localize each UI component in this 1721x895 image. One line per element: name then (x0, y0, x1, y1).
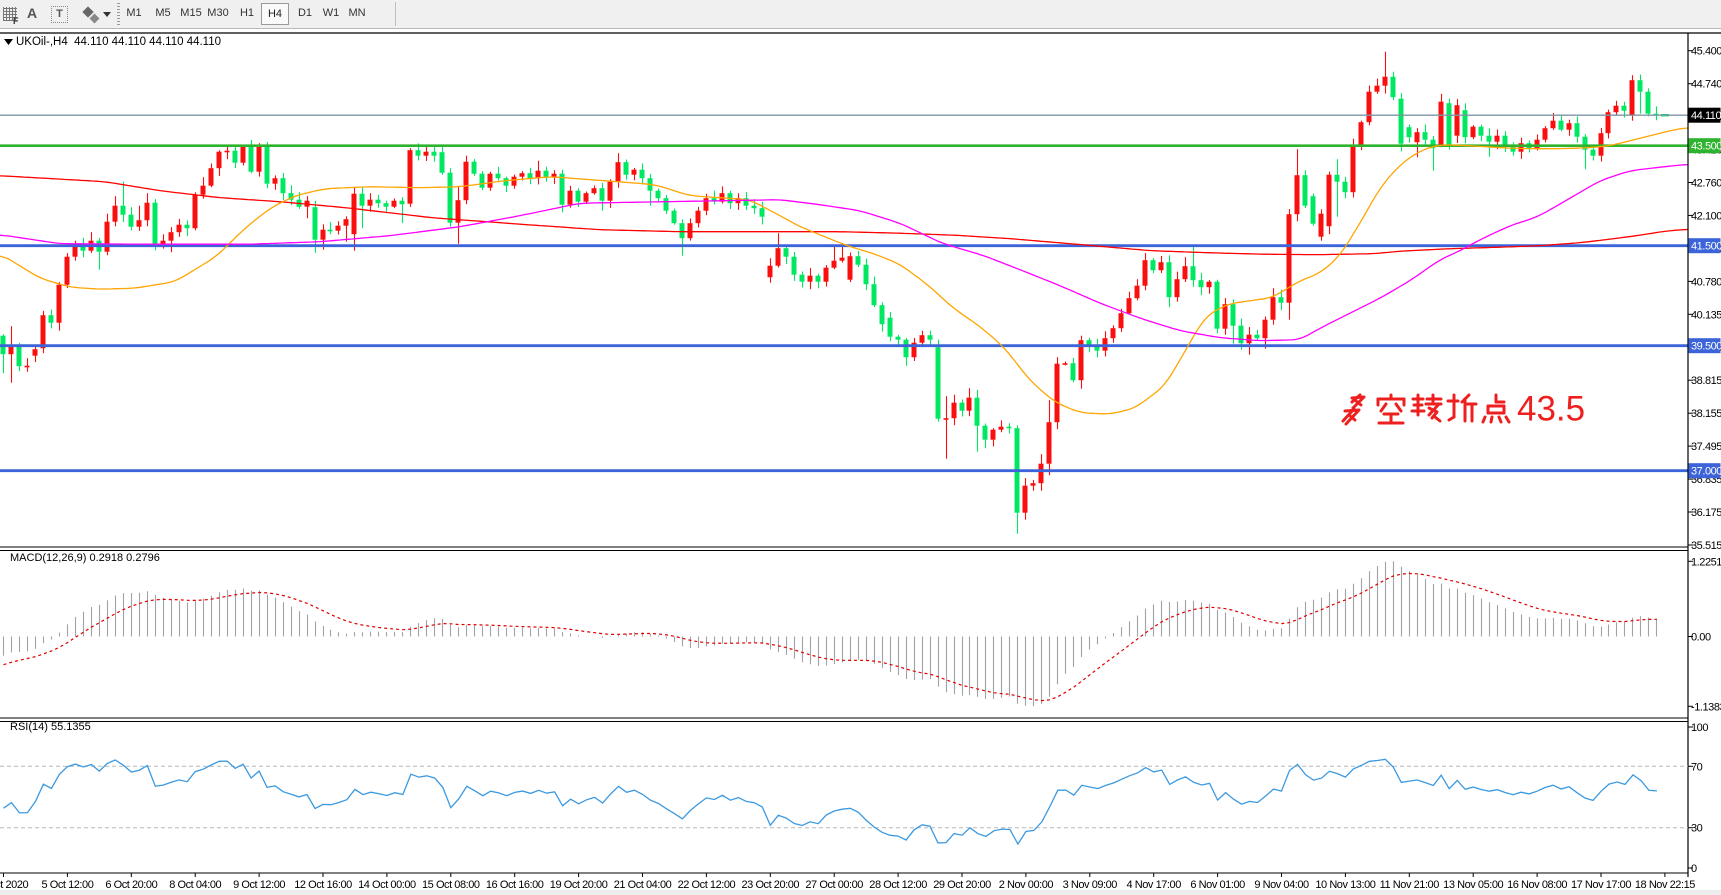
svg-text:11 Nov 21:00: 11 Nov 21:00 (1380, 879, 1440, 891)
svg-text:-1.1383: -1.1383 (1691, 701, 1721, 713)
svg-text:4 Nov 17:00: 4 Nov 17:00 (1127, 879, 1182, 891)
svg-text:38.155: 38.155 (1691, 408, 1721, 420)
svg-text:36.175: 36.175 (1691, 507, 1721, 519)
svg-text:37.000: 37.000 (1691, 466, 1721, 478)
svg-text:44.110: 44.110 (1691, 110, 1721, 122)
svg-text:29 Oct 20:00: 29 Oct 20:00 (933, 879, 991, 891)
svg-text:19 Oct 20:00: 19 Oct 20:00 (550, 879, 608, 891)
svg-text:100: 100 (1691, 722, 1708, 734)
svg-text:41.500: 41.500 (1691, 241, 1721, 253)
svg-text:6 Oct 20:00: 6 Oct 20:00 (105, 879, 157, 891)
svg-text:2 Oct 2020: 2 Oct 2020 (0, 879, 28, 891)
svg-text:42.100: 42.100 (1691, 210, 1721, 222)
svg-text:38.815: 38.815 (1691, 375, 1721, 387)
svg-text:2 Nov 00:00: 2 Nov 00:00 (999, 879, 1054, 891)
svg-text:RSI(14) 55.1355: RSI(14) 55.1355 (10, 721, 91, 733)
svg-text:0.00: 0.00 (1691, 632, 1711, 644)
svg-text:45.400: 45.400 (1691, 46, 1721, 58)
svg-text:1.2251: 1.2251 (1691, 556, 1721, 568)
svg-text:40.780: 40.780 (1691, 276, 1721, 288)
svg-text:6 Nov 01:00: 6 Nov 01:00 (1190, 879, 1245, 891)
svg-text:42.760: 42.760 (1691, 178, 1721, 190)
svg-text:16 Nov 08:00: 16 Nov 08:00 (1507, 879, 1567, 891)
svg-text:5 Oct 12:00: 5 Oct 12:00 (41, 879, 93, 891)
svg-text:30: 30 (1691, 823, 1703, 835)
svg-text:39.500: 39.500 (1691, 341, 1721, 353)
svg-text:44.740: 44.740 (1691, 79, 1721, 91)
svg-text:23 Oct 20:00: 23 Oct 20:00 (742, 879, 800, 891)
svg-text:3 Nov 09:00: 3 Nov 09:00 (1063, 879, 1118, 891)
svg-text:15 Oct 08:00: 15 Oct 08:00 (422, 879, 480, 891)
svg-text:17 Nov 17:00: 17 Nov 17:00 (1571, 879, 1631, 891)
svg-text:13 Nov 05:00: 13 Nov 05:00 (1443, 879, 1503, 891)
svg-text:9 Oct 12:00: 9 Oct 12:00 (233, 879, 285, 891)
svg-text:28 Oct 12:00: 28 Oct 12:00 (869, 879, 927, 891)
svg-text:14 Oct 00:00: 14 Oct 00:00 (358, 879, 416, 891)
svg-text:UKOil-,H4 44.110 44.110 44.11: UKOil-,H4 44.110 44.110 44.110 44.110 (16, 36, 221, 48)
svg-text:18 Nov 22:15: 18 Nov 22:15 (1635, 879, 1695, 891)
svg-text:MACD(12,26,9) 0.2918 0.2796: MACD(12,26,9) 0.2918 0.2796 (10, 552, 160, 564)
svg-text:35.515: 35.515 (1691, 540, 1721, 552)
svg-text:22 Oct 12:00: 22 Oct 12:00 (678, 879, 736, 891)
svg-text:21 Oct 04:00: 21 Oct 04:00 (614, 879, 672, 891)
svg-text:9 Nov 04:00: 9 Nov 04:00 (1254, 879, 1309, 891)
svg-text:12 Oct 16:00: 12 Oct 16:00 (294, 879, 352, 891)
svg-text:70: 70 (1691, 761, 1703, 773)
svg-text:40.135: 40.135 (1691, 309, 1721, 321)
svg-text:43.5: 43.5 (1517, 390, 1585, 429)
svg-text:16 Oct 16:00: 16 Oct 16:00 (486, 879, 544, 891)
svg-text:0: 0 (1691, 863, 1697, 875)
svg-text:8 Oct 04:00: 8 Oct 04:00 (169, 879, 221, 891)
svg-text:43.500: 43.500 (1691, 141, 1721, 153)
svg-text:37.495: 37.495 (1691, 441, 1721, 453)
svg-text:27 Oct 00:00: 27 Oct 00:00 (805, 879, 863, 891)
svg-text:10 Nov 13:00: 10 Nov 13:00 (1315, 879, 1375, 891)
